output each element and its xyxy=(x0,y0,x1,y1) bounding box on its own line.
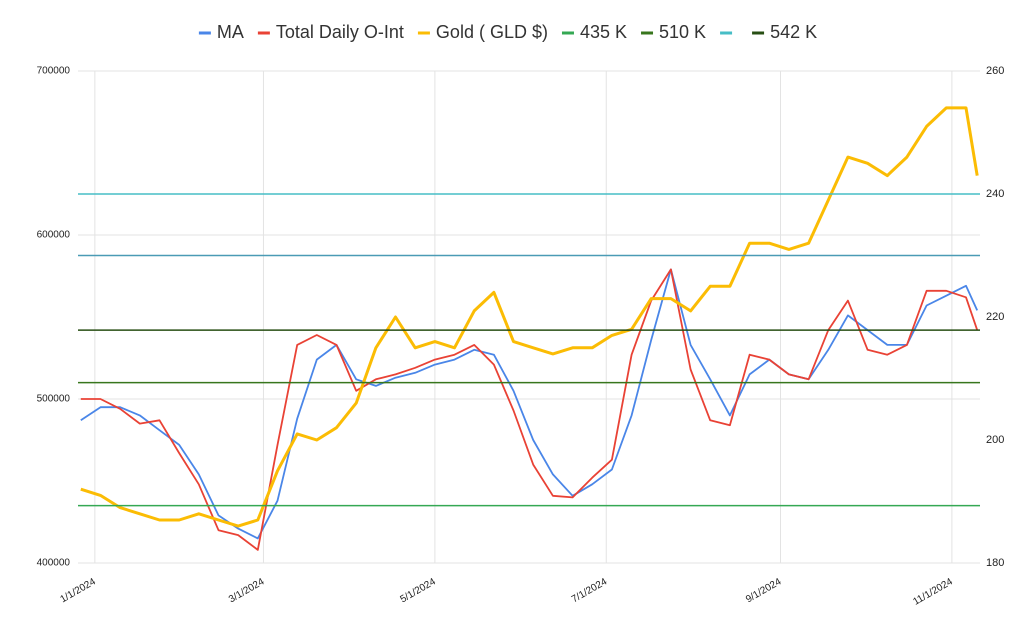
legend-label: 435 K xyxy=(580,22,627,42)
legend-label: 542 K xyxy=(770,22,817,42)
y-tick-label: 700000 xyxy=(37,66,71,77)
series-line xyxy=(80,106,979,528)
y-tick-label: 500000 xyxy=(37,394,71,405)
x-tick-label: 1/1/2024 xyxy=(58,576,98,605)
x-tick-label: 9/1/2024 xyxy=(744,576,784,605)
y-tick-label: 400000 xyxy=(37,558,71,569)
legend-label: Total Daily O-Int xyxy=(276,22,404,42)
y-tick-label: 600000 xyxy=(37,230,71,241)
x-tick-label: 11/1/2024 xyxy=(911,576,955,608)
legend-label: 510 K xyxy=(659,22,706,42)
legend-label: MA xyxy=(217,22,244,42)
y2-tick-label: 240 xyxy=(986,188,1004,200)
y2-tick-label: 220 xyxy=(986,311,1004,323)
y2-tick-label: 180 xyxy=(986,557,1004,569)
legend: MA Total Daily O-Int Gold ( GLD $) 435 K 510… xyxy=(198,22,817,42)
x-tick-label: 5/1/2024 xyxy=(398,576,438,605)
x-tick-label: 7/1/2024 xyxy=(570,576,610,605)
series-line xyxy=(80,268,979,551)
y2-tick-label: 200 xyxy=(986,434,1004,446)
legend-label: Gold ( GLD $) xyxy=(436,22,548,42)
x-tick-label: 3/1/2024 xyxy=(227,576,267,605)
y2-tick-label: 260 xyxy=(986,65,1004,77)
